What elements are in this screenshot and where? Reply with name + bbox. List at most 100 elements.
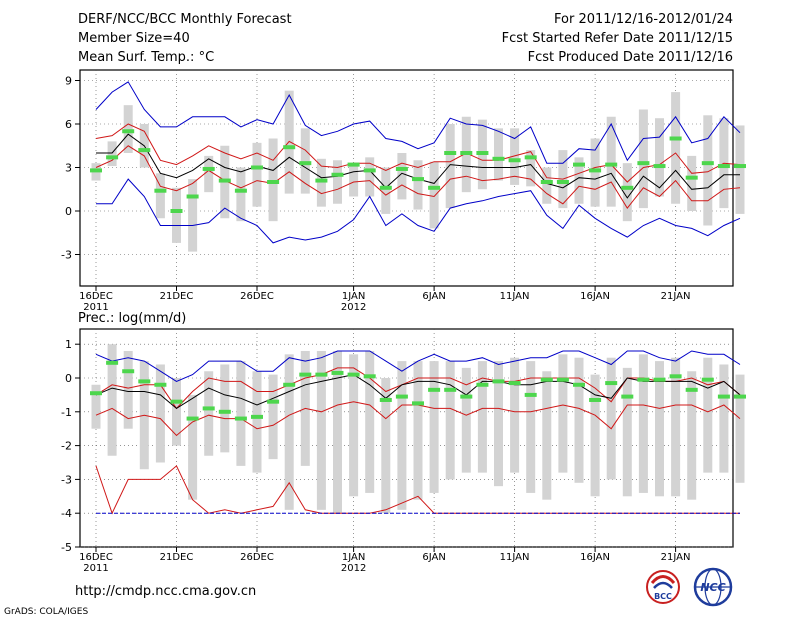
prec-marker bbox=[138, 379, 151, 384]
temp-box bbox=[333, 160, 342, 204]
prec-marker bbox=[154, 382, 167, 387]
temp-box bbox=[429, 161, 439, 229]
prec-box bbox=[172, 378, 181, 446]
temp-box bbox=[671, 92, 681, 204]
header-variable: Mean Surf. Temp.: °C bbox=[78, 50, 214, 65]
prec-box bbox=[381, 378, 391, 514]
temp-box bbox=[252, 142, 262, 207]
footer-url[interactable]: http://cmdp.ncc.cma.gov.cn bbox=[75, 584, 256, 599]
header-member-size: Member Size=40 bbox=[78, 31, 190, 46]
prec-marker bbox=[492, 379, 505, 384]
temp-box bbox=[365, 157, 375, 197]
temp-box bbox=[703, 115, 713, 226]
temp-marker bbox=[363, 168, 376, 173]
prec-ytick-label: 0 bbox=[65, 372, 72, 385]
prec-box bbox=[622, 367, 632, 497]
prec-box bbox=[671, 357, 681, 497]
prec-marker bbox=[331, 370, 344, 375]
temp-box bbox=[316, 158, 326, 207]
prec-box bbox=[477, 361, 487, 473]
temp-xtick-label: 16DEC bbox=[79, 291, 113, 302]
temp-box bbox=[687, 155, 697, 211]
prec-box bbox=[123, 350, 133, 429]
prec-marker bbox=[379, 397, 392, 402]
prec-marker bbox=[669, 374, 682, 379]
temp-box bbox=[542, 167, 552, 204]
temp-series-lower bbox=[95, 145, 741, 209]
temp-marker bbox=[154, 188, 167, 193]
prec-marker bbox=[508, 381, 521, 386]
temp-box bbox=[123, 105, 133, 153]
temp-marker bbox=[412, 177, 424, 182]
prec-box bbox=[510, 357, 520, 473]
prec-box bbox=[461, 367, 471, 473]
prec-xtick-label: 26DEC bbox=[240, 552, 274, 563]
prec-xtick-label: 1JAN bbox=[342, 552, 365, 563]
temp-marker bbox=[476, 151, 489, 155]
temp-box bbox=[188, 179, 198, 252]
temp-xtick-label: 1JAN bbox=[342, 291, 365, 302]
prec-series-upper bbox=[95, 367, 741, 410]
ncc-logo: NCC bbox=[693, 567, 733, 607]
prec-marker bbox=[428, 387, 441, 392]
temp-marker bbox=[395, 166, 408, 171]
prec-box bbox=[606, 357, 616, 480]
prec-box bbox=[268, 374, 278, 460]
prec-box bbox=[719, 364, 729, 473]
prec-marker bbox=[395, 394, 408, 399]
prec-ytick-label: -3 bbox=[61, 473, 72, 486]
temp-marker bbox=[589, 168, 602, 173]
prec-box bbox=[349, 354, 359, 497]
prec-xtick-label: 6JAN bbox=[422, 552, 445, 563]
prec-box bbox=[542, 371, 552, 500]
prec-marker bbox=[202, 406, 215, 411]
prec-marker bbox=[573, 382, 585, 387]
temp-ytick-label: 3 bbox=[65, 162, 72, 175]
temp-marker bbox=[186, 194, 199, 199]
temp-xtick-label: 26DEC bbox=[240, 291, 274, 302]
prec-ytick-label: -1 bbox=[61, 406, 72, 419]
temp-box bbox=[606, 116, 616, 207]
temp-marker bbox=[444, 151, 457, 155]
temp-box bbox=[107, 141, 117, 167]
prec-box bbox=[445, 361, 455, 480]
prec-title: Prec.: log(mm/d) bbox=[78, 311, 186, 326]
temp-xtick-label: 21JAN bbox=[661, 291, 691, 302]
prec-marker bbox=[251, 414, 263, 419]
temp-box bbox=[510, 128, 520, 185]
temp-xtick-year: 2012 bbox=[341, 302, 366, 313]
prec-ytick-label: -2 bbox=[61, 440, 72, 453]
temp-marker bbox=[218, 178, 231, 183]
temp-box bbox=[397, 153, 407, 200]
prec-box bbox=[316, 350, 326, 510]
temp-ytick-label: 9 bbox=[65, 75, 72, 88]
prec-panel-frame bbox=[79, 328, 734, 548]
temp-box bbox=[204, 155, 214, 193]
prec-box bbox=[397, 361, 407, 510]
prec-marker bbox=[299, 372, 312, 377]
prec-marker bbox=[734, 394, 746, 399]
temp-marker bbox=[122, 129, 135, 134]
temp-box bbox=[349, 163, 359, 197]
temp-marker bbox=[540, 180, 553, 184]
temp-marker bbox=[734, 164, 746, 169]
temp-box bbox=[300, 128, 310, 194]
temp-marker bbox=[299, 161, 312, 166]
temp-marker bbox=[331, 172, 344, 177]
temp-marker bbox=[701, 161, 714, 166]
temp-marker bbox=[315, 178, 328, 183]
temp-marker bbox=[637, 161, 650, 166]
temp-box bbox=[526, 150, 536, 187]
temp-box bbox=[381, 167, 391, 214]
temp-marker bbox=[234, 188, 247, 193]
prec-box bbox=[558, 354, 568, 473]
temp-marker bbox=[379, 185, 392, 190]
temp-series-upper bbox=[95, 123, 741, 183]
prec-box bbox=[91, 384, 101, 429]
prec-marker bbox=[106, 360, 119, 365]
temp-marker bbox=[267, 180, 280, 184]
prec-box bbox=[188, 394, 198, 500]
prec-box bbox=[687, 371, 697, 500]
